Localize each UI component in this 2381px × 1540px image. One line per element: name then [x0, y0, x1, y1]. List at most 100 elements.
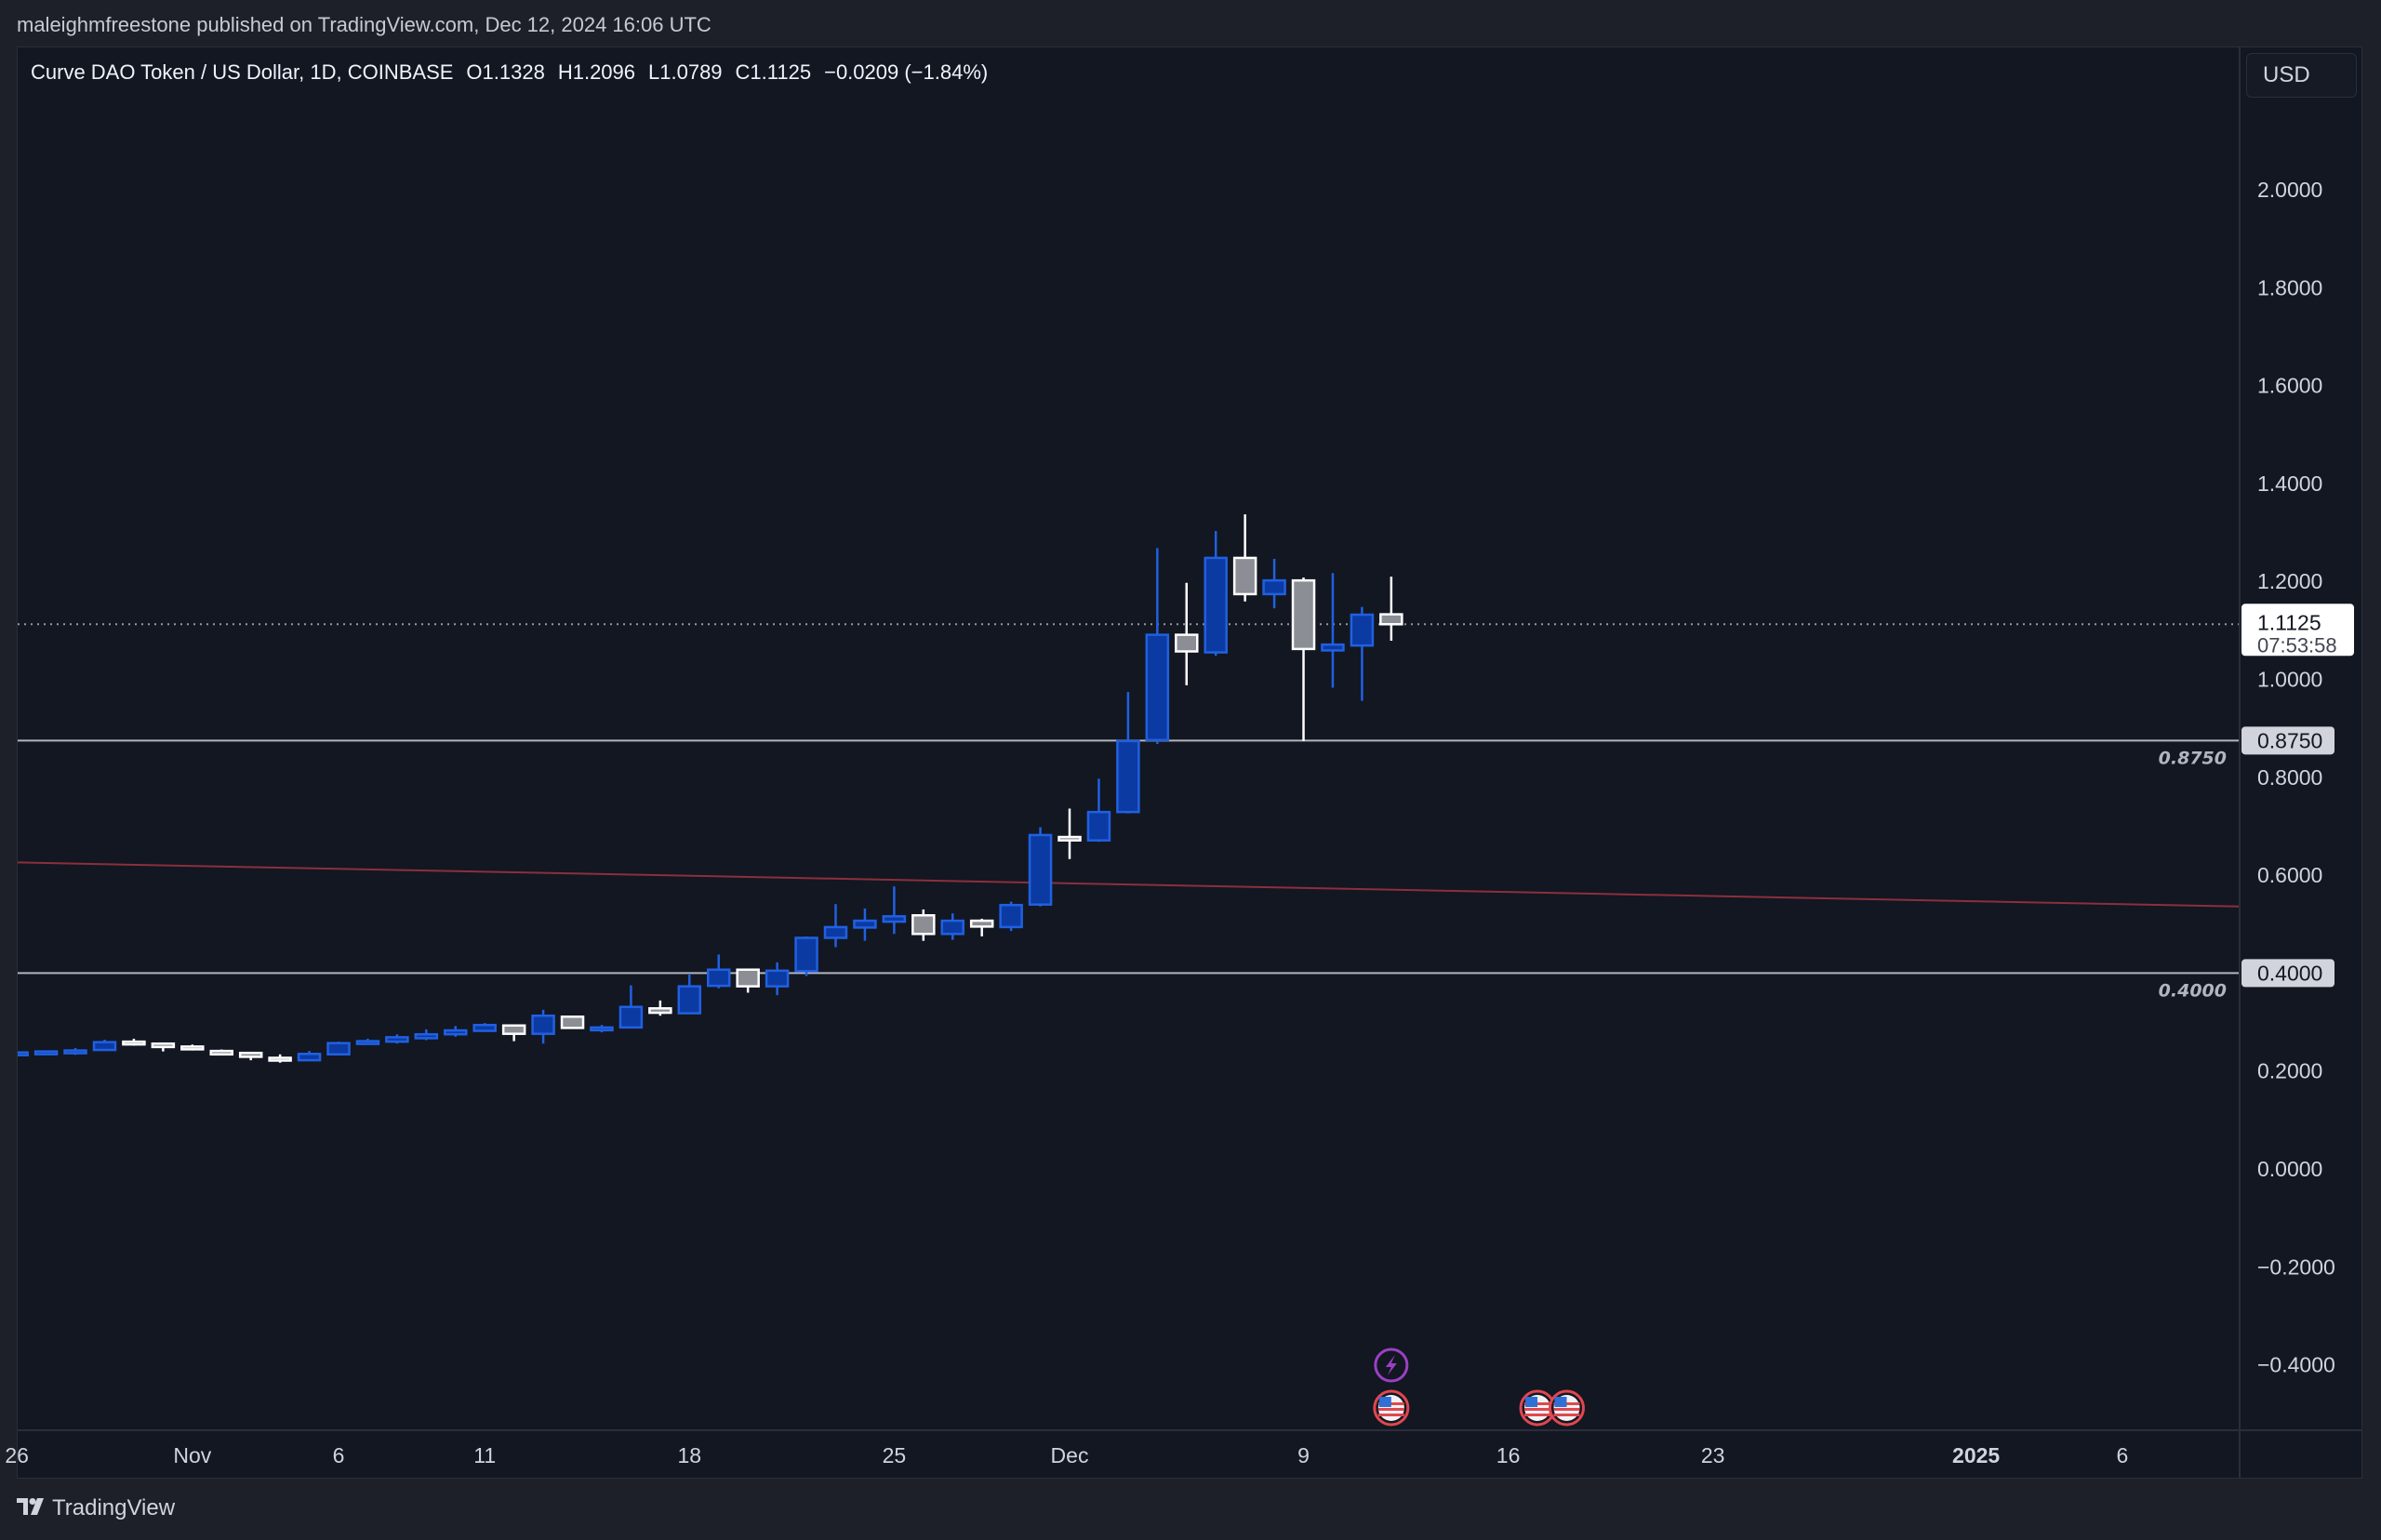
candle	[648, 1000, 672, 1016]
candle	[297, 1051, 322, 1062]
candle	[911, 909, 936, 941]
us-flag-icon	[1373, 1389, 1410, 1427]
time-tick-label: 9	[1297, 1443, 1310, 1467]
candle-body	[940, 919, 964, 936]
legend-open: O1.1328	[466, 60, 545, 84]
candle	[794, 936, 818, 976]
time-tick-label: 26	[5, 1443, 29, 1467]
horizontal-line-price-tag	[2241, 959, 2334, 988]
candle	[92, 1040, 117, 1052]
candle	[765, 962, 790, 996]
us-flag-stripe	[1553, 1414, 1580, 1416]
candle-body	[677, 985, 702, 1015]
time-tick-label: 18	[677, 1443, 701, 1467]
candle	[238, 1051, 263, 1061]
candle-body	[1291, 578, 1316, 651]
candle-body	[18, 1051, 29, 1056]
candle-body	[1379, 613, 1403, 626]
candle	[619, 985, 644, 1029]
candle-body	[560, 1016, 585, 1029]
candle	[1350, 606, 1375, 701]
price-tick-label: 1.4000	[2257, 471, 2322, 496]
us-flag-canton	[1554, 1397, 1567, 1407]
trendline	[18, 861, 2240, 908]
time-tick-label: 2025	[1952, 1443, 2000, 1467]
price-tick-label: 0.8000	[2257, 765, 2322, 790]
candle	[1116, 692, 1140, 814]
candle	[33, 1050, 59, 1055]
candle-body	[122, 1040, 146, 1046]
us-flag-icon	[1519, 1389, 1556, 1427]
symbol-title[interactable]: Curve DAO Token / US Dollar, 1D, COINBAS…	[31, 60, 454, 84]
candle-body	[1232, 556, 1257, 596]
candle-body	[765, 969, 790, 988]
candle-body	[33, 1050, 59, 1055]
candle-body	[1262, 578, 1286, 596]
candle-body	[969, 919, 994, 928]
price-tick-label: −0.2000	[2257, 1255, 2335, 1279]
candle	[444, 1026, 468, 1037]
us-flag-icon	[1548, 1389, 1585, 1427]
candle-body	[501, 1024, 526, 1035]
us-flag-canton	[1378, 1397, 1391, 1407]
us-flag-stripe	[1377, 1408, 1404, 1411]
candle-body	[1175, 633, 1199, 653]
candle-body	[268, 1056, 292, 1062]
candle-body	[326, 1042, 351, 1056]
tradingview-brand[interactable]: TradingView	[52, 1495, 176, 1520]
candle	[1028, 827, 1053, 907]
candle-body	[1350, 613, 1375, 647]
time-tick-label: 23	[1701, 1443, 1725, 1467]
currency-button[interactable]: USD	[2246, 53, 2357, 98]
legend-low: L1.0789	[648, 60, 723, 84]
published-info: maleighmfreestone published on TradingVi…	[17, 13, 712, 36]
us-flag-stripe	[1553, 1408, 1580, 1411]
candle-body	[1057, 835, 1082, 842]
candle	[385, 1034, 409, 1044]
us-flag-stripe	[1524, 1408, 1551, 1411]
legend-change: −0.0209 (−1.84%)	[824, 60, 989, 84]
candle-body	[297, 1053, 322, 1062]
price-tick-label: −0.4000	[2257, 1353, 2335, 1377]
candle-body	[823, 925, 848, 939]
candle-body	[355, 1040, 380, 1045]
candle	[882, 886, 907, 935]
candle-body	[385, 1036, 409, 1043]
candle-body	[1086, 810, 1111, 842]
candle-body	[209, 1049, 233, 1056]
candle-body	[63, 1049, 87, 1055]
candle	[1057, 808, 1082, 859]
last-price-label: 1.1125	[2257, 610, 2321, 634]
candle-body	[999, 903, 1023, 929]
candle	[355, 1038, 380, 1045]
chart-pane[interactable]	[17, 46, 2362, 1479]
candle	[180, 1044, 205, 1051]
candle	[151, 1042, 176, 1052]
candle	[823, 904, 848, 948]
candle	[209, 1049, 233, 1056]
candle-body	[414, 1032, 439, 1040]
time-tick-label: 16	[1496, 1443, 1521, 1467]
candle	[1379, 577, 1403, 641]
candle-body	[882, 915, 907, 923]
candle	[1262, 558, 1286, 609]
candle-body	[619, 1005, 644, 1029]
candle	[590, 1025, 614, 1033]
candle-body	[1321, 643, 1345, 652]
time-tick-label: 25	[883, 1443, 907, 1467]
candle-body	[706, 968, 731, 988]
last-price-tag	[2241, 604, 2354, 657]
price-tick-label: 2.0000	[2257, 178, 2322, 202]
countdown-label: 07:53:58	[2257, 633, 2337, 657]
candle-body	[911, 914, 936, 936]
candle-body	[1204, 556, 1228, 654]
tradingview-logo-icon[interactable]	[17, 1495, 45, 1521]
candle-body	[590, 1026, 614, 1032]
price-tick-label: 1.2000	[2257, 569, 2322, 593]
lightning-icon	[1374, 1348, 1409, 1383]
candle	[501, 1024, 526, 1042]
time-tick-label: Dec	[1051, 1443, 1089, 1467]
candle	[326, 1042, 351, 1056]
time-tick-label: Nov	[173, 1443, 211, 1467]
